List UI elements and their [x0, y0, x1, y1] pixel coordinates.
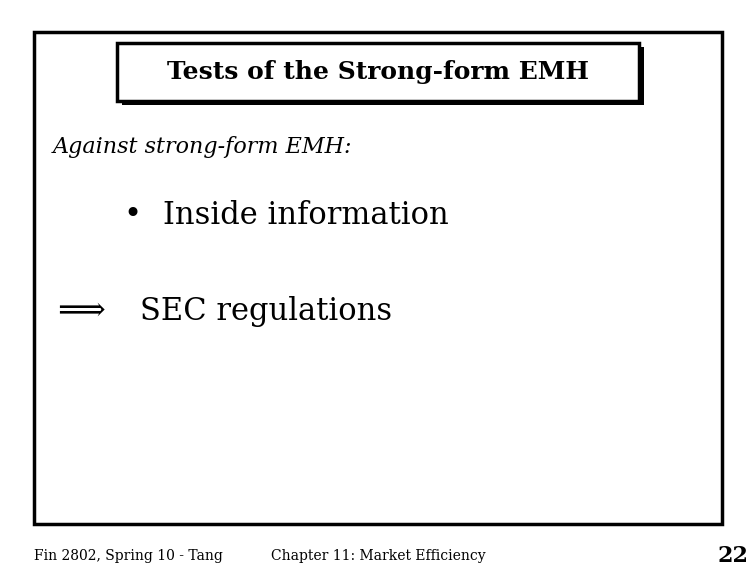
Bar — [122, 47, 644, 105]
Text: Chapter 11: Market Efficiency: Chapter 11: Market Efficiency — [271, 549, 485, 563]
Text: •: • — [123, 200, 141, 232]
Bar — [117, 43, 639, 101]
Text: ⟹: ⟹ — [57, 295, 104, 327]
Text: Tests of the Strong-form EMH: Tests of the Strong-form EMH — [167, 60, 589, 84]
Bar — [34, 32, 722, 524]
Text: 22: 22 — [717, 545, 748, 567]
Text: Inside information: Inside information — [163, 200, 448, 232]
Text: Fin 2802, Spring 10 - Tang: Fin 2802, Spring 10 - Tang — [34, 549, 223, 563]
Text: SEC regulations: SEC regulations — [140, 295, 392, 327]
Text: Against strong-form EMH:: Against strong-form EMH: — [53, 136, 352, 158]
